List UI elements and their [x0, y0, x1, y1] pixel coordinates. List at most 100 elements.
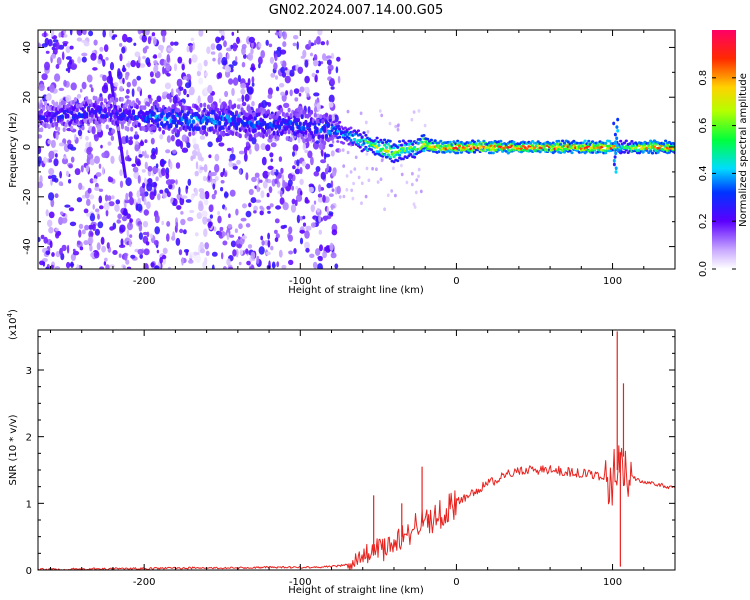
noise-speckle: [291, 198, 296, 205]
noise-speckle: [105, 57, 109, 61]
noise-speckle: [69, 221, 77, 227]
noise-speckle: [144, 161, 148, 170]
noise-speckle: [236, 98, 243, 102]
noise-speckle: [172, 201, 176, 206]
ridge-cell: [369, 148, 374, 152]
ridge-cell: [373, 142, 377, 146]
snr-ylabel: SNR (10 * v/v): [8, 414, 19, 485]
noise-speckle: [260, 235, 264, 241]
ridge-cell: [622, 150, 627, 154]
noise-speckle: [226, 258, 231, 266]
noise-speckle: [241, 94, 245, 103]
spike-cell: [612, 158, 616, 163]
ridge-cell: [238, 133, 242, 139]
noise-speckle: [211, 251, 218, 257]
ridge-cell: [75, 107, 79, 113]
ridge-cell: [302, 126, 306, 132]
ridge-cell: [628, 142, 632, 146]
noise-speckle: [122, 265, 126, 269]
noise-speckle: [181, 195, 188, 199]
noise-speckle: [266, 205, 271, 210]
noise-speckle: [186, 93, 190, 98]
noise-speckle: [216, 43, 223, 51]
ridge-cell: [146, 118, 151, 124]
noise-speckle: [95, 172, 102, 177]
noise-speckle: [45, 266, 50, 269]
ridge-cell: [205, 131, 209, 137]
ridge-cell: [154, 99, 158, 105]
noise-speckle: [218, 142, 225, 147]
spike-cell: [616, 129, 620, 133]
noise-speckle: [92, 204, 95, 210]
noise-speckle: [59, 171, 62, 179]
noise-speckle: [235, 248, 239, 258]
noise-speckle: [134, 131, 138, 136]
noise-speckle: [136, 160, 141, 167]
ridge-cell: [383, 143, 387, 147]
noise-speckle: [188, 252, 195, 259]
noise-speckle: [63, 30, 67, 35]
noise-speckle: [76, 240, 81, 245]
noise-speckle: [70, 156, 75, 163]
noise-speckle: [97, 213, 100, 220]
noise-speckle: [335, 66, 339, 74]
noise-speckle: [67, 61, 72, 70]
noise-speckle: [261, 100, 268, 109]
noise-speckle: [296, 41, 299, 50]
noise-speckle: [291, 185, 294, 191]
ridge-cell: [66, 113, 70, 119]
noise-speckle: [294, 199, 298, 206]
noise-speckle: [164, 188, 169, 194]
ridge-cell: [319, 114, 323, 119]
noise-speckle: [241, 235, 247, 240]
noise-speckle: [325, 245, 331, 253]
noise-speckle: [279, 190, 283, 198]
noise-speckle: [151, 32, 156, 37]
noise-speckle: [371, 166, 374, 171]
noise-speckle: [203, 59, 208, 67]
noise-speckle: [282, 31, 288, 40]
noise-speckle: [238, 261, 242, 266]
noise-speckle: [118, 253, 122, 258]
noise-speckle: [304, 59, 309, 68]
noise-speckle: [173, 41, 179, 46]
noise-speckle: [305, 247, 310, 253]
noise-speckle: [328, 94, 335, 103]
ridge-cell: [409, 139, 413, 143]
spike-cell: [616, 147, 620, 152]
noise-speckle: [279, 49, 287, 55]
ridge-cell: [231, 131, 235, 136]
noise-speckle: [417, 167, 421, 172]
noise-speckle: [219, 226, 224, 232]
noise-speckle: [329, 78, 335, 85]
noise-speckle: [417, 174, 420, 179]
noise-speckle: [280, 91, 286, 97]
ridge-cell: [124, 102, 128, 108]
noise-speckle: [259, 210, 264, 216]
noise-speckle: [276, 86, 280, 92]
noise-speckle: [251, 176, 257, 183]
noise-speckle: [83, 41, 90, 47]
noise-speckle: [48, 211, 55, 219]
noise-speckle: [121, 67, 127, 72]
noise-speckle: [194, 188, 198, 197]
noise-speckle: [55, 232, 60, 239]
colorbar-tick-label: 0.2: [698, 213, 709, 229]
noise-speckle: [143, 30, 150, 36]
noise-speckle: [102, 30, 106, 38]
noise-speckle: [108, 30, 113, 38]
noise-speckle: [133, 42, 137, 46]
ridge-cell: [276, 120, 280, 126]
noise-speckle: [94, 186, 100, 191]
noise-speckle: [50, 30, 55, 37]
spike-cell: [613, 155, 617, 159]
noise-speckle: [139, 140, 145, 147]
noise-speckle: [200, 157, 204, 162]
noise-speckle: [330, 252, 337, 259]
noise-speckle: [189, 44, 193, 53]
noise-speckle: [81, 52, 88, 57]
noise-speckle: [333, 114, 339, 123]
noise-speckle: [152, 36, 157, 46]
ridge-cell: [218, 110, 222, 116]
y-tick-label: -40: [22, 238, 33, 254]
